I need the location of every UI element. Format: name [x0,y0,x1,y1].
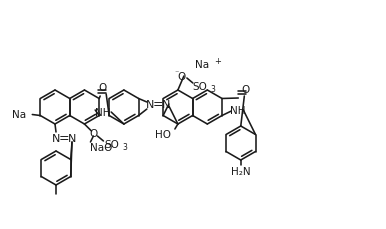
Text: 3: 3 [211,84,216,93]
Text: O: O [98,83,106,93]
Text: N: N [162,100,170,109]
Text: Na: Na [195,60,209,70]
Text: N: N [52,134,60,143]
Text: SO: SO [104,139,119,149]
Text: NH: NH [95,108,111,117]
Text: O: O [178,72,186,82]
Text: H₂N: H₂N [231,166,251,176]
Text: HO: HO [155,129,171,139]
Text: N: N [146,100,154,109]
Text: O: O [241,85,249,95]
Text: =: = [59,132,69,145]
Text: NH: NH [230,106,245,115]
Text: SO: SO [193,82,207,92]
Text: O: O [89,128,98,138]
Text: 3: 3 [122,142,127,151]
Text: ⁻: ⁻ [174,68,179,77]
Text: =: = [152,98,163,111]
Text: N: N [68,134,76,143]
Text: Na: Na [12,110,26,120]
Text: +: + [214,57,221,66]
Text: NaO: NaO [90,142,113,152]
